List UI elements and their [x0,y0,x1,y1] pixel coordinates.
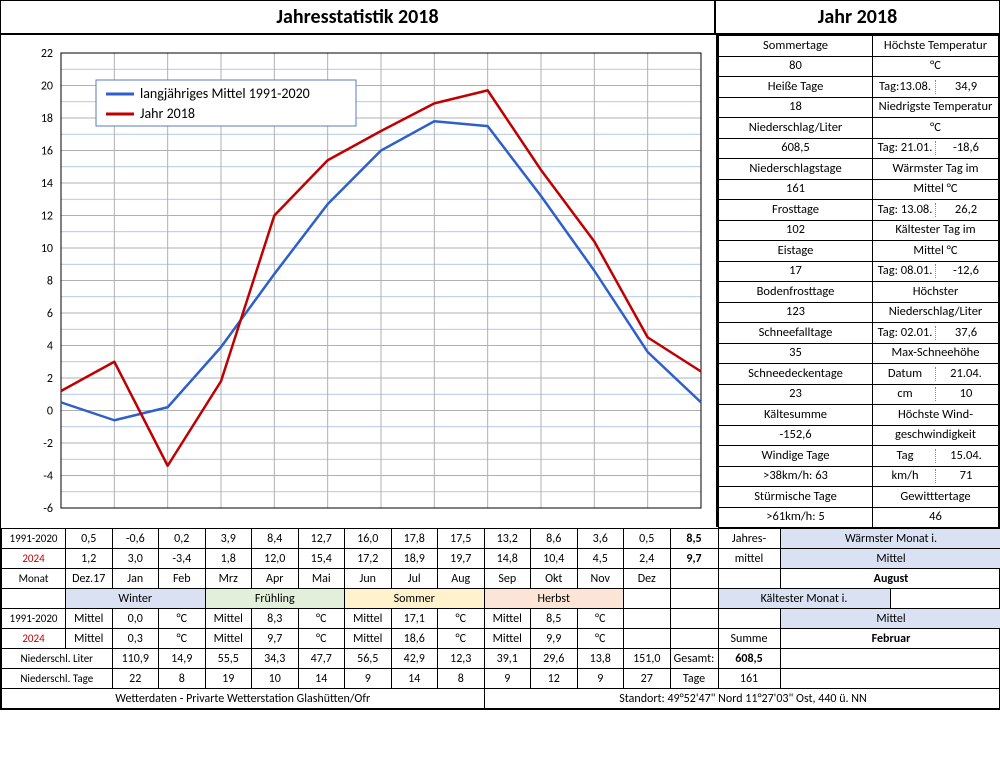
stat-cell: Frosttage [719,200,873,221]
stat-cell: 608,5 [719,138,873,159]
svg-text:-2: -2 [43,437,53,451]
chart: -6 -4 -2 0 2 4 6 8 10 12 14 16 18 20 22 langjähriges Mi… [1,35,718,527]
stat-cell: °C [873,56,999,77]
stat-cell: Eistage [719,241,873,262]
stat-cell: cm10 [873,384,999,405]
svg-text:10: 10 [41,242,53,256]
stat-cell: Tag: 13.08.26,2 [873,200,999,221]
stat-cell: Datum21.04. [873,364,999,385]
side-stats: SommertageHöchste Temperatur80°CHeiße Ta… [718,35,999,528]
stat-cell: Tag15.04. [873,446,999,467]
stat-cell: 35 [719,343,873,364]
stat-cell: 23 [719,384,873,405]
stat-cell: Kältesumme [719,405,873,426]
stat-cell: Windige Tage [719,446,873,467]
svg-text:2: 2 [47,372,53,386]
stat-cell: Höchste Wind- [873,405,999,426]
svg-text:8: 8 [47,275,53,289]
svg-text:12: 12 [41,210,53,224]
stat-cell: 80 [719,56,873,77]
weather-report: Jahresstatistik 2018 Jahr 2018 -6 -4 -2 0 2 4… [0,0,1000,710]
data-table: 1991-20200,5-0,60,23,98,412,716,017,817,… [1,528,1000,709]
stat-cell: >38km/h: 63 [719,466,873,487]
stat-cell: geschwindigkeit [873,425,999,446]
stat-cell: Heiße Tage [719,77,873,98]
svg-text:4: 4 [47,340,53,354]
stat-cell: Tag: 21.01.-18,6 [873,138,999,159]
stat-cell: Mittel °C [873,241,999,262]
stat-cell: >61km/h: 5 [719,507,873,528]
stat-cell: Schneefalltage [719,323,873,344]
stat-cell: Bodenfrosttage [719,282,873,303]
svg-text:langjähriges Mittel 1991-2020: langjähriges Mittel 1991-2020 [140,85,310,102]
stat-cell: Niederschlag/Liter [719,118,873,139]
stat-cell: 161 [719,179,873,200]
stat-cell: °C [873,118,999,139]
stat-cell: Max-Schneehöhe [873,343,999,364]
svg-text:16: 16 [41,145,53,159]
stat-cell: Niedrigste Temperatur [873,97,999,118]
stat-cell: Schneedeckentage [719,364,873,385]
stat-cell: Sommertage [719,36,873,57]
svg-text:22: 22 [41,47,53,61]
stat-cell: 46 [873,507,999,528]
svg-text:14: 14 [41,177,53,191]
stat-cell: Niederschlagstage [719,159,873,180]
title-side: Jahr 2018 [716,1,999,33]
stat-cell: Gewitttertage [873,487,999,508]
stat-cell: Tag: 08.01.-12,6 [873,261,999,282]
header: Jahresstatistik 2018 Jahr 2018 [1,1,999,35]
stat-cell: Stürmische Tage [719,487,873,508]
stat-cell: 102 [719,220,873,241]
stat-cell: -152,6 [719,425,873,446]
stat-cell: Höchste Temperatur [873,36,999,57]
svg-text:20: 20 [41,80,53,94]
svg-text:-6: -6 [43,502,53,516]
stat-cell: km/h71 [873,466,999,487]
stat-cell: Mittel °C [873,179,999,200]
stat-cell: Niederschlag/Liter [873,302,999,323]
stat-cell: Tag: 02.01.37,6 [873,323,999,344]
stat-cell: Tag:13.08.34,9 [873,77,999,98]
stat-cell: Wärmster Tag im [873,159,999,180]
title-main: Jahresstatistik 2018 [1,1,716,33]
svg-text:18: 18 [41,112,53,126]
svg-text:6: 6 [47,307,53,321]
stat-cell: 123 [719,302,873,323]
svg-text:Jahr 2018: Jahr 2018 [140,105,195,122]
stat-cell: 17 [719,261,873,282]
svg-text:-4: -4 [43,470,53,484]
stat-cell: 18 [719,97,873,118]
stat-cell: Kältester Tag im [873,220,999,241]
stat-cell: Höchster [873,282,999,303]
svg-text:0: 0 [47,405,53,419]
